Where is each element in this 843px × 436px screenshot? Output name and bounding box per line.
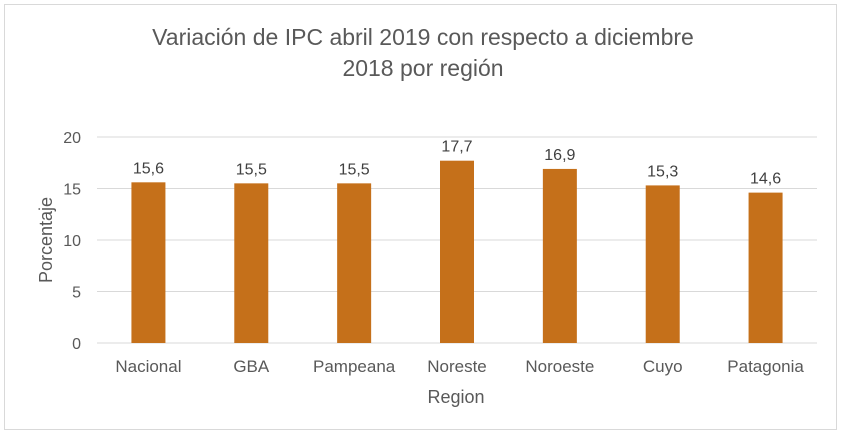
x-category-label: Nacional <box>115 357 181 376</box>
x-category-label: Cuyo <box>643 357 683 376</box>
y-axis-ticks: 0 5 10 15 20 <box>63 130 81 353</box>
x-category-label: Noroeste <box>525 357 594 376</box>
data-label: 17,7 <box>441 139 472 156</box>
x-category-label: GBA <box>233 357 270 376</box>
bars <box>131 160 783 343</box>
data-label: 15,3 <box>647 163 678 180</box>
bar-noroeste <box>542 168 577 343</box>
bar-cuyo <box>645 185 680 343</box>
data-label: 16,9 <box>544 147 575 164</box>
x-category-label: Noreste <box>427 357 487 376</box>
bar-patagonia <box>748 192 783 343</box>
bar-pampeana <box>337 183 372 343</box>
y-tick-label: 0 <box>72 336 81 353</box>
x-axis-categories: Nacional GBA Pampeana Noreste Noroeste Cuyo Pa… <box>115 357 804 376</box>
bar-nacional <box>131 182 166 343</box>
data-labels: 15,6 15,5 15,5 17,7 16,9 15,3 14,6 <box>133 139 781 188</box>
x-category-label: Pampeana <box>313 357 396 376</box>
y-tick-label: 20 <box>63 130 81 147</box>
chart-title-line-2: 2018 por región <box>342 55 503 81</box>
y-tick-label: 10 <box>63 233 81 250</box>
y-axis-title: Porcentaje <box>36 197 56 283</box>
x-axis-title: Region <box>427 387 484 407</box>
x-category-label: Patagonia <box>727 357 804 376</box>
y-tick-label: 5 <box>72 285 81 302</box>
data-label: 15,5 <box>236 161 267 178</box>
chart-title-line-1: Variación de IPC abril 2019 con respecto… <box>152 24 694 50</box>
y-tick-label: 15 <box>63 182 81 199</box>
data-label: 15,5 <box>339 161 370 178</box>
bar-noreste <box>440 160 474 343</box>
data-label: 14,6 <box>750 171 781 188</box>
data-label: 15,6 <box>133 160 164 177</box>
bar-gba <box>234 183 269 343</box>
